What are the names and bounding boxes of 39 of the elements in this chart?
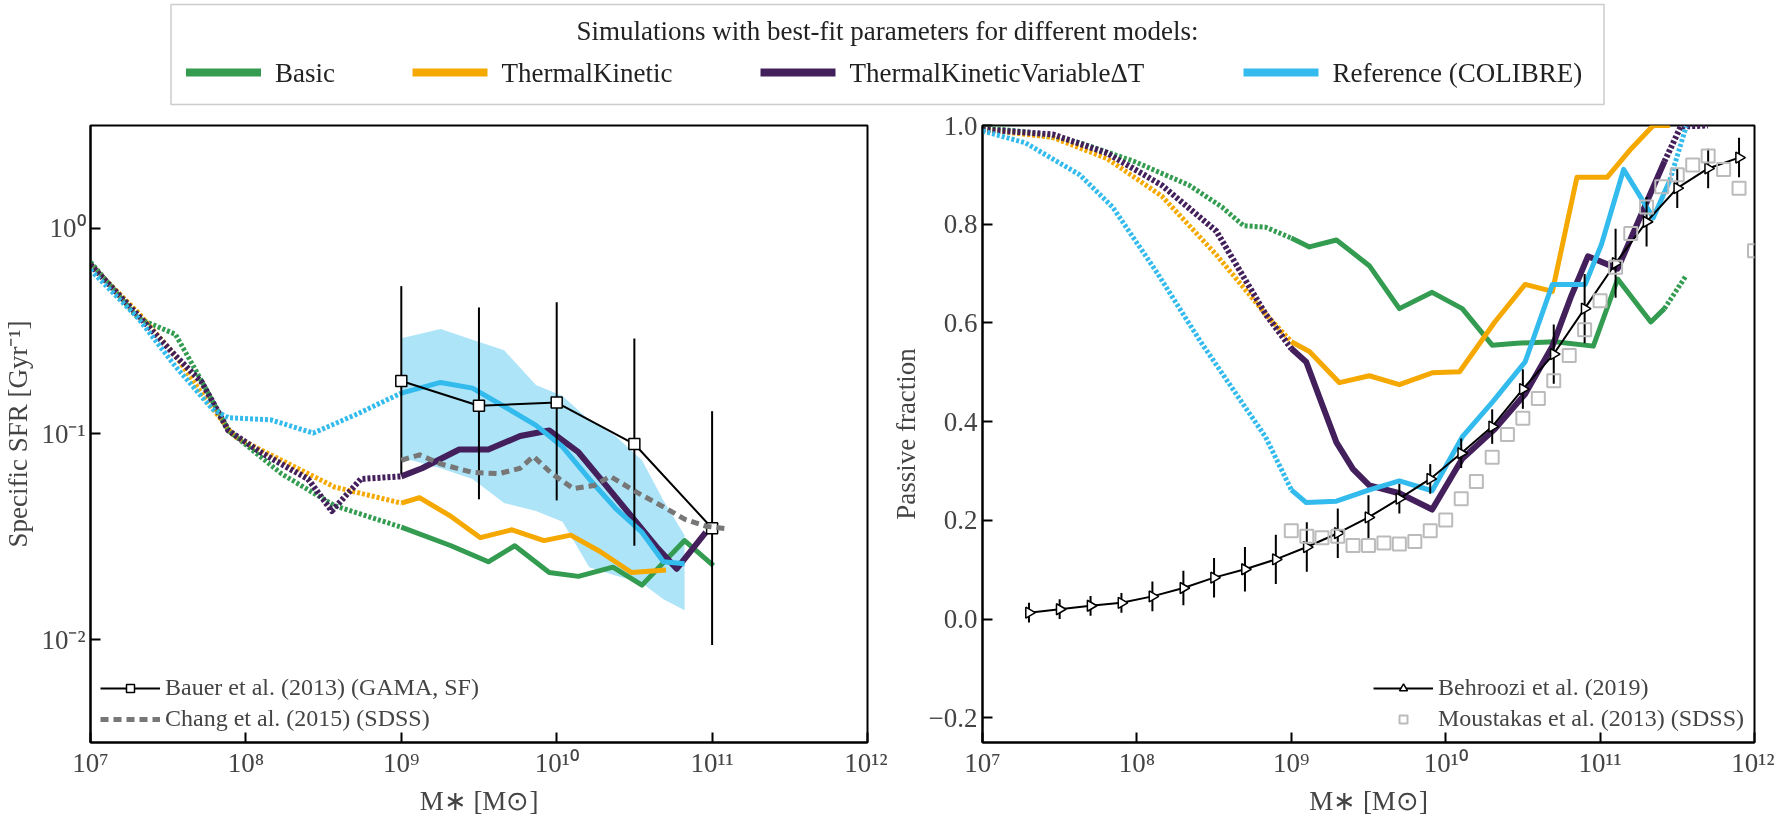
- y-tick-label: 0.6: [943, 307, 978, 338]
- y-tick-label: 0.4: [943, 406, 978, 437]
- x-tick-label: 10⁸: [227, 747, 265, 778]
- y-tick-label: 0.2: [943, 505, 978, 536]
- x-tick-label: 10⁷: [72, 747, 109, 778]
- y-tick-label: 1.0: [943, 110, 978, 141]
- x-tick-label: 10¹⁰: [1423, 747, 1468, 778]
- y-axis-title: Passive fraction: [890, 347, 921, 520]
- x-axis-title: M∗ [M⊙]: [1309, 785, 1428, 816]
- text: Basic: [275, 57, 335, 88]
- legend-label: Chang et al. (2015) (SDSS): [165, 705, 430, 732]
- y-tick-label: 10⁻¹: [41, 418, 86, 449]
- point: [550, 396, 563, 409]
- x-tick-label: 10¹¹: [690, 747, 734, 778]
- legend-label: Bauer et al. (2013) (GAMA, SF): [165, 674, 479, 701]
- x-tick-label: 10¹²: [1731, 747, 1774, 778]
- y-tick-label: −0.2: [928, 702, 978, 733]
- y-tick-label: 10⁰: [49, 213, 86, 244]
- x-tick-label: 10⁹: [383, 747, 420, 778]
- x-tick-label: 10¹⁰: [534, 747, 579, 778]
- text: ThermalKinetic: [501, 57, 673, 88]
- y-tick-label: 0.8: [943, 209, 978, 240]
- text: ThermalKineticVariableΔT: [849, 57, 1145, 88]
- x-tick-label: 10⁸: [1118, 747, 1156, 778]
- y-tick-label: 0.0: [943, 604, 978, 635]
- point: [395, 374, 408, 388]
- y-axis-title: Specific SFR [Gyr⁻¹]: [3, 320, 34, 548]
- text: Simulations with best-fit parameters for different models:: [576, 15, 1199, 46]
- x-tick-label: 10⁷: [964, 747, 1001, 778]
- legend-label: Behroozi et al. (2019): [1438, 674, 1649, 701]
- y-tick-label: 10⁻²: [41, 624, 86, 655]
- legend-label: Moustakas et al. (2013) (SDSS): [1438, 705, 1744, 732]
- x-axis-title: M∗ [M⊙]: [419, 785, 539, 816]
- x-tick-label: 10⁹: [1273, 747, 1310, 778]
- x-tick-label: 10¹¹: [1578, 747, 1622, 778]
- point: [628, 437, 641, 451]
- x-tick-label: 10¹²: [844, 747, 888, 778]
- text: Reference (COLIBRE): [1332, 57, 1583, 88]
- point: [472, 399, 486, 413]
